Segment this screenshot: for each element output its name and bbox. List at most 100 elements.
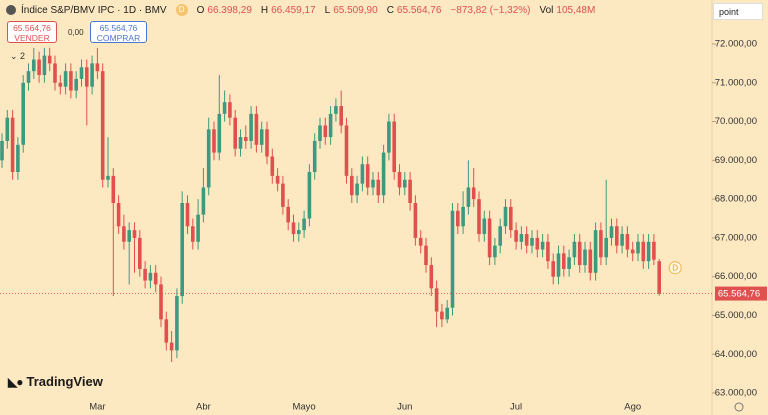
candle-body <box>355 183 359 196</box>
candle-body <box>206 129 211 188</box>
candle-body <box>217 113 222 153</box>
candle-body <box>604 237 608 258</box>
candle-body <box>201 187 206 215</box>
candle-body <box>408 179 412 204</box>
candle-body <box>540 241 545 250</box>
candle-body <box>21 82 25 145</box>
y-tick-label: 68.000,00 <box>715 194 757 205</box>
candle-body <box>323 125 328 138</box>
candle-body <box>641 241 646 262</box>
x-tick-label: Abr <box>196 402 211 413</box>
candle-body <box>577 241 582 266</box>
candle-body <box>265 129 269 157</box>
x-tick-label: Mayo <box>292 402 315 413</box>
candle-body <box>615 226 619 246</box>
candle-body <box>143 268 147 281</box>
candle-body <box>509 206 513 231</box>
x-tick-label: Ago <box>624 402 641 413</box>
candle-body <box>58 82 63 87</box>
candle-body <box>365 164 370 188</box>
candle-body <box>0 140 4 161</box>
candle-body <box>646 241 651 262</box>
candle-body <box>222 102 227 114</box>
text-input[interactable]: point <box>713 3 763 20</box>
sell-label: VENDER <box>14 33 50 43</box>
candle-body <box>32 59 36 72</box>
candle-body <box>302 218 306 231</box>
candle-body <box>334 106 338 114</box>
candle-body <box>10 117 15 172</box>
candle-body <box>297 230 301 235</box>
candle-body <box>471 187 476 200</box>
buy-button[interactable]: 65.564,76 COMPRAR <box>90 21 147 43</box>
candle-body <box>53 63 57 83</box>
candle-body <box>185 203 190 227</box>
candle-body <box>100 71 105 180</box>
collapse-toggle[interactable]: ⌄ 2 <box>10 51 26 61</box>
y-tick-label: 70.000,00 <box>715 116 757 127</box>
candle-body <box>196 214 200 242</box>
candle-body <box>47 55 52 64</box>
candle-body <box>127 230 131 242</box>
candle-body <box>63 71 68 87</box>
change: −873,82 (−1,32%) <box>450 4 531 16</box>
sell-button[interactable]: 65.564,76 VENDER <box>7 21 57 43</box>
candle-body <box>281 183 285 207</box>
candle-body <box>562 253 566 269</box>
candle-body <box>429 265 434 289</box>
candle-body <box>556 253 561 277</box>
x-tick-label: Jun <box>397 402 412 413</box>
candle-body <box>312 140 317 172</box>
candle-body <box>122 226 126 242</box>
x-tick-label: Jul <box>510 402 522 413</box>
candle-body <box>254 113 259 145</box>
candle-body <box>191 226 195 242</box>
candle-body <box>26 71 31 83</box>
candle-body <box>42 55 47 76</box>
candle-body <box>381 152 386 196</box>
candle-body <box>159 284 163 320</box>
vol-label: Vol <box>539 4 554 16</box>
candle-body <box>270 156 275 176</box>
candle-body <box>259 129 264 145</box>
candle-body <box>180 203 184 297</box>
candle-body <box>440 311 444 320</box>
c-label: C <box>386 4 394 16</box>
dividend-marker-label: D <box>672 263 678 272</box>
candle-body <box>212 129 216 153</box>
y-tick-label: 69.000,00 <box>715 155 757 166</box>
candle-body <box>524 234 529 246</box>
h-label: H <box>260 4 269 16</box>
candle-body <box>403 179 407 188</box>
candle-body <box>445 307 449 320</box>
candle-body <box>477 199 481 235</box>
sell-price: 65.564,76 <box>13 23 51 33</box>
candle-body <box>164 319 169 343</box>
candle-body <box>111 175 116 204</box>
logo-mark: ◣● <box>8 374 24 389</box>
candle-body <box>275 175 280 184</box>
candle-body <box>238 137 243 149</box>
candle-body <box>16 144 20 172</box>
candle-body <box>636 241 640 254</box>
candle-body <box>387 121 391 153</box>
candle-body <box>138 237 142 269</box>
candle-body <box>291 222 296 235</box>
candle-body <box>519 234 524 242</box>
candle-body <box>503 206 508 227</box>
candle-body <box>376 179 381 196</box>
candle-body <box>116 203 121 227</box>
candle-body <box>106 175 110 180</box>
y-tick-label: 67.000,00 <box>715 232 757 243</box>
badge: D <box>175 4 188 16</box>
candle-body <box>530 237 534 246</box>
y-tick-label: 64.000,00 <box>715 349 757 360</box>
candle-body <box>392 121 396 172</box>
candle-body <box>344 125 349 176</box>
candle-body <box>620 234 624 246</box>
candle-body <box>318 125 322 141</box>
candle-body <box>599 230 603 258</box>
candle-body <box>546 241 550 262</box>
buy-label: COMPRAR <box>96 33 141 43</box>
